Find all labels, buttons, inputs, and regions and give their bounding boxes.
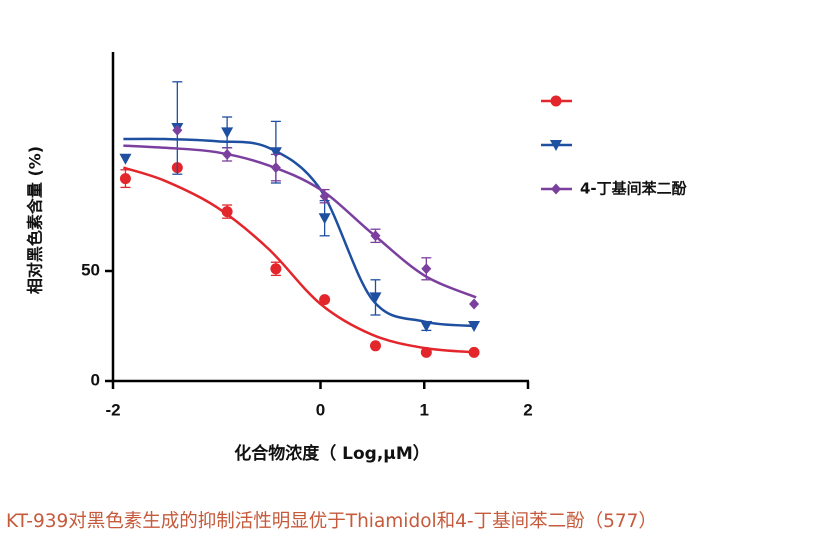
x-tick-label: 1 [420, 400, 429, 419]
x-tick-label: 2 [523, 400, 532, 419]
fit-curve [123, 137, 477, 328]
x-tick-label: 0 [316, 400, 325, 419]
legend-label: 4-丁基间苯二酚 [580, 180, 688, 198]
point [270, 263, 282, 275]
y-tick-label: 50 [81, 260, 100, 279]
point [369, 340, 381, 352]
point [222, 148, 233, 160]
point [221, 127, 234, 139]
point [369, 292, 382, 304]
point [421, 263, 432, 275]
y-tick-label: 0 [91, 370, 100, 389]
point [420, 346, 432, 358]
point [319, 294, 331, 306]
point [221, 206, 233, 218]
point [119, 173, 131, 185]
point [370, 230, 381, 242]
point [270, 162, 281, 174]
fit-curve [123, 144, 477, 299]
x-axis-label: 化合物浓度（ Log,μM） [234, 443, 429, 464]
point [172, 124, 183, 136]
point [119, 153, 132, 165]
legend-marker [550, 95, 562, 107]
x-tick-label: -2 [105, 400, 120, 419]
legend-marker [550, 140, 562, 151]
point [269, 147, 282, 159]
y-axis-label: 相对黑色素含量 (%) [26, 146, 45, 294]
point [469, 298, 480, 310]
point [319, 190, 330, 202]
point [468, 321, 481, 332]
fit-curve [122, 166, 477, 354]
point [420, 321, 433, 332]
point [468, 346, 480, 358]
point [318, 213, 331, 225]
legend-marker [551, 183, 561, 195]
caption: KT-939对黑色素生成的抑制活性明显优于Thiamidol和4-丁基间苯二酚（… [6, 511, 657, 532]
